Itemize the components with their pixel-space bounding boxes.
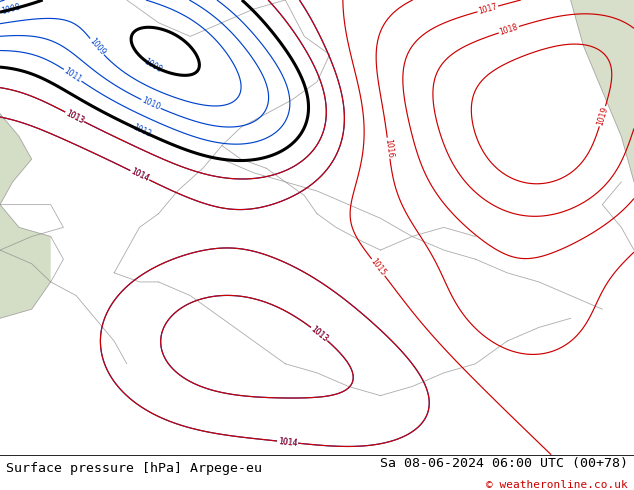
Text: 1011: 1011 xyxy=(62,66,83,84)
Text: 1013: 1013 xyxy=(309,324,330,343)
Text: 1014: 1014 xyxy=(129,167,150,184)
Text: 1010: 1010 xyxy=(140,96,162,112)
Text: 1014: 1014 xyxy=(278,437,297,447)
Text: 1008: 1008 xyxy=(1,2,22,16)
Text: © weatheronline.co.uk: © weatheronline.co.uk xyxy=(486,480,628,490)
Text: 1013: 1013 xyxy=(309,324,330,343)
Text: 1018: 1018 xyxy=(498,23,519,37)
Text: 1019: 1019 xyxy=(595,106,609,127)
Text: Sa 08-06-2024 06:00 UTC (00+78): Sa 08-06-2024 06:00 UTC (00+78) xyxy=(380,457,628,470)
Text: Surface pressure [hPa] Arpege-eu: Surface pressure [hPa] Arpege-eu xyxy=(6,462,262,475)
Text: 1013: 1013 xyxy=(64,108,86,125)
Text: 1014: 1014 xyxy=(129,167,150,184)
Text: 1014: 1014 xyxy=(278,437,297,447)
Text: 1009: 1009 xyxy=(87,36,107,57)
Text: 1015: 1015 xyxy=(369,257,387,278)
Text: 1017: 1017 xyxy=(477,2,498,16)
Text: 1008: 1008 xyxy=(142,57,163,74)
Text: 1016: 1016 xyxy=(383,138,394,158)
Text: 1012: 1012 xyxy=(131,123,152,139)
Text: 1013: 1013 xyxy=(64,108,86,125)
